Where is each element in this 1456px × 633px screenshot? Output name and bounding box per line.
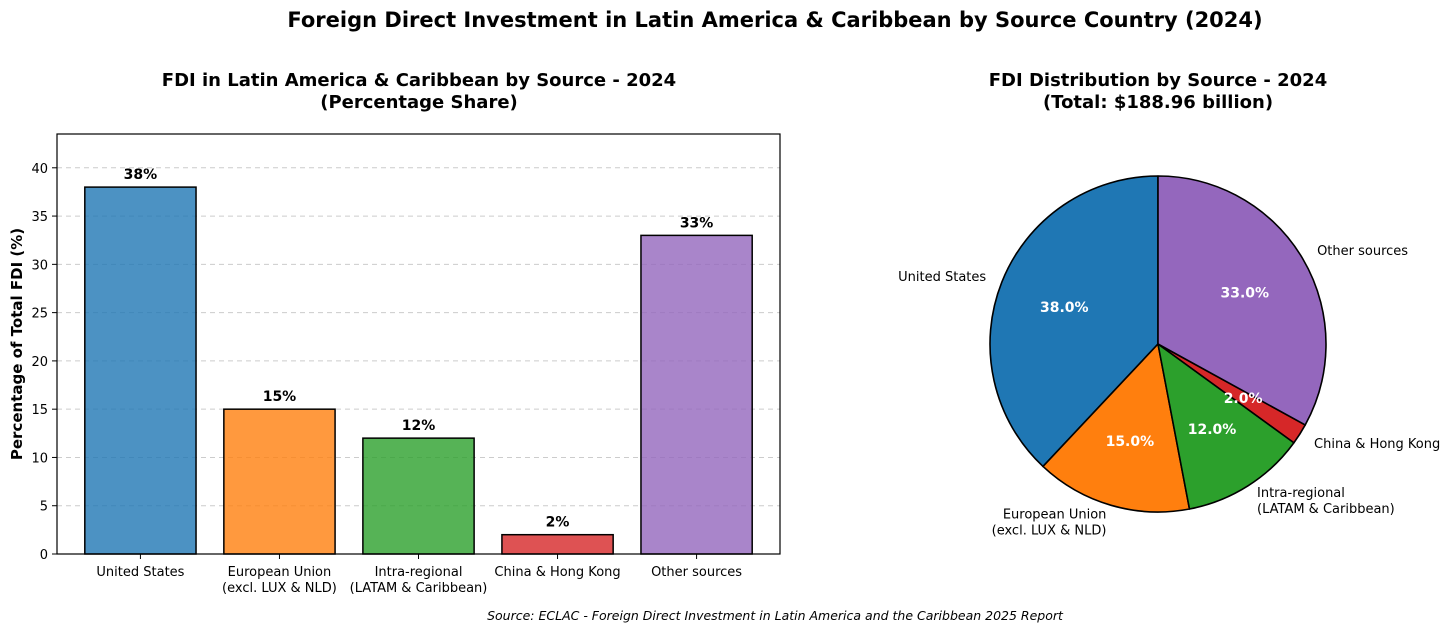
- x-tick-label: (LATAM & Caribbean): [350, 581, 488, 596]
- y-tick-label: 30: [31, 258, 48, 273]
- plot-frame: [56, 133, 781, 555]
- x-tick-label: China & Hong Kong: [494, 565, 620, 580]
- bar-other-sources: [640, 234, 753, 555]
- x-tick-label: (excl. LUX & NLD): [222, 581, 337, 596]
- pie-percent-label: 33.0%: [1220, 286, 1269, 302]
- pie-slices: [989, 175, 1327, 513]
- bar-value-label: 15%: [263, 389, 297, 405]
- pie-slice-other-sources: [1157, 175, 1327, 426]
- pie-slice-intra-regional: [1157, 343, 1295, 510]
- y-tick-label: 25: [31, 307, 48, 322]
- pie-category-label: (LATAM & Caribbean): [1257, 502, 1395, 517]
- pie-chart-subtitle: (Total: $188.96 billion): [1043, 92, 1273, 113]
- bar-chart-subtitle: (Percentage Share): [320, 92, 518, 113]
- source-note: Source: ECLAC - Foreign Direct Investmen…: [487, 608, 1064, 623]
- y-axis-label: Percentage of Total FDI (%): [8, 228, 26, 460]
- pie-slice-european-union: [1042, 343, 1191, 513]
- bar-value-label: 33%: [680, 215, 714, 231]
- x-ticks: United States European Union(excl. LUX & …: [96, 554, 742, 596]
- y-tick-label: 35: [31, 210, 48, 225]
- pie-percent-label: 38.0%: [1040, 300, 1089, 316]
- pie-category-label: Intra-regional: [1257, 486, 1345, 501]
- pie-category-label: (excl. LUX & NLD): [992, 523, 1107, 538]
- bar-chart-title: FDI in Latin America & Caribbean by Sour…: [162, 70, 676, 91]
- x-tick-label: Intra-regional: [375, 565, 463, 580]
- pie-percent-labels: 38.0% 15.0% 12.0% 2.0% 33.0%: [1040, 286, 1269, 450]
- suptitle: Foreign Direct Investment in Latin Ameri…: [287, 8, 1262, 32]
- y-tick-label: 5: [40, 500, 48, 515]
- y-tick-label: 40: [31, 162, 48, 177]
- y-ticks: 0 5 10 15 20 25 30 35 40: [31, 162, 57, 563]
- pie-category-label: China & Hong Kong: [1314, 437, 1440, 452]
- bar-value-label: 38%: [124, 167, 158, 183]
- x-tick-label: United States: [96, 565, 184, 580]
- y-tick-label: 10: [31, 451, 48, 466]
- bar-marks: [84, 186, 753, 555]
- bar-chart: FDI in Latin America & Caribbean by Sour…: [8, 70, 781, 596]
- y-tick-label: 15: [31, 403, 48, 418]
- bar-value-label: 12%: [402, 418, 436, 434]
- bar-united-states: [84, 186, 197, 555]
- pie-category-labels: United States European Union(excl. LUX & …: [898, 244, 1440, 539]
- bar-european-union: [223, 408, 336, 555]
- pie-percent-label: 2.0%: [1224, 391, 1263, 407]
- x-tick-label: European Union: [228, 565, 332, 580]
- bar-value-labels: 38% 15% 12% 2% 33%: [124, 167, 714, 531]
- y-tick-label: 0: [40, 548, 48, 563]
- pie-category-label: Other sources: [1317, 244, 1408, 259]
- pie-chart: FDI Distribution by Source - 2024 (Total…: [898, 70, 1440, 538]
- pie-category-label: European Union: [1003, 507, 1107, 522]
- bar-china-hong-kong: [501, 533, 614, 555]
- pie-category-label: United States: [898, 270, 986, 285]
- bar-intra-regional: [362, 437, 475, 555]
- pie-percent-label: 12.0%: [1188, 422, 1237, 438]
- pie-chart-title: FDI Distribution by Source - 2024: [989, 70, 1327, 91]
- pie-percent-label: 15.0%: [1106, 434, 1155, 450]
- bar-value-label: 2%: [546, 515, 570, 531]
- x-tick-label: Other sources: [651, 565, 742, 580]
- pie-slice-united-states: [989, 175, 1159, 468]
- y-tick-label: 20: [31, 355, 48, 370]
